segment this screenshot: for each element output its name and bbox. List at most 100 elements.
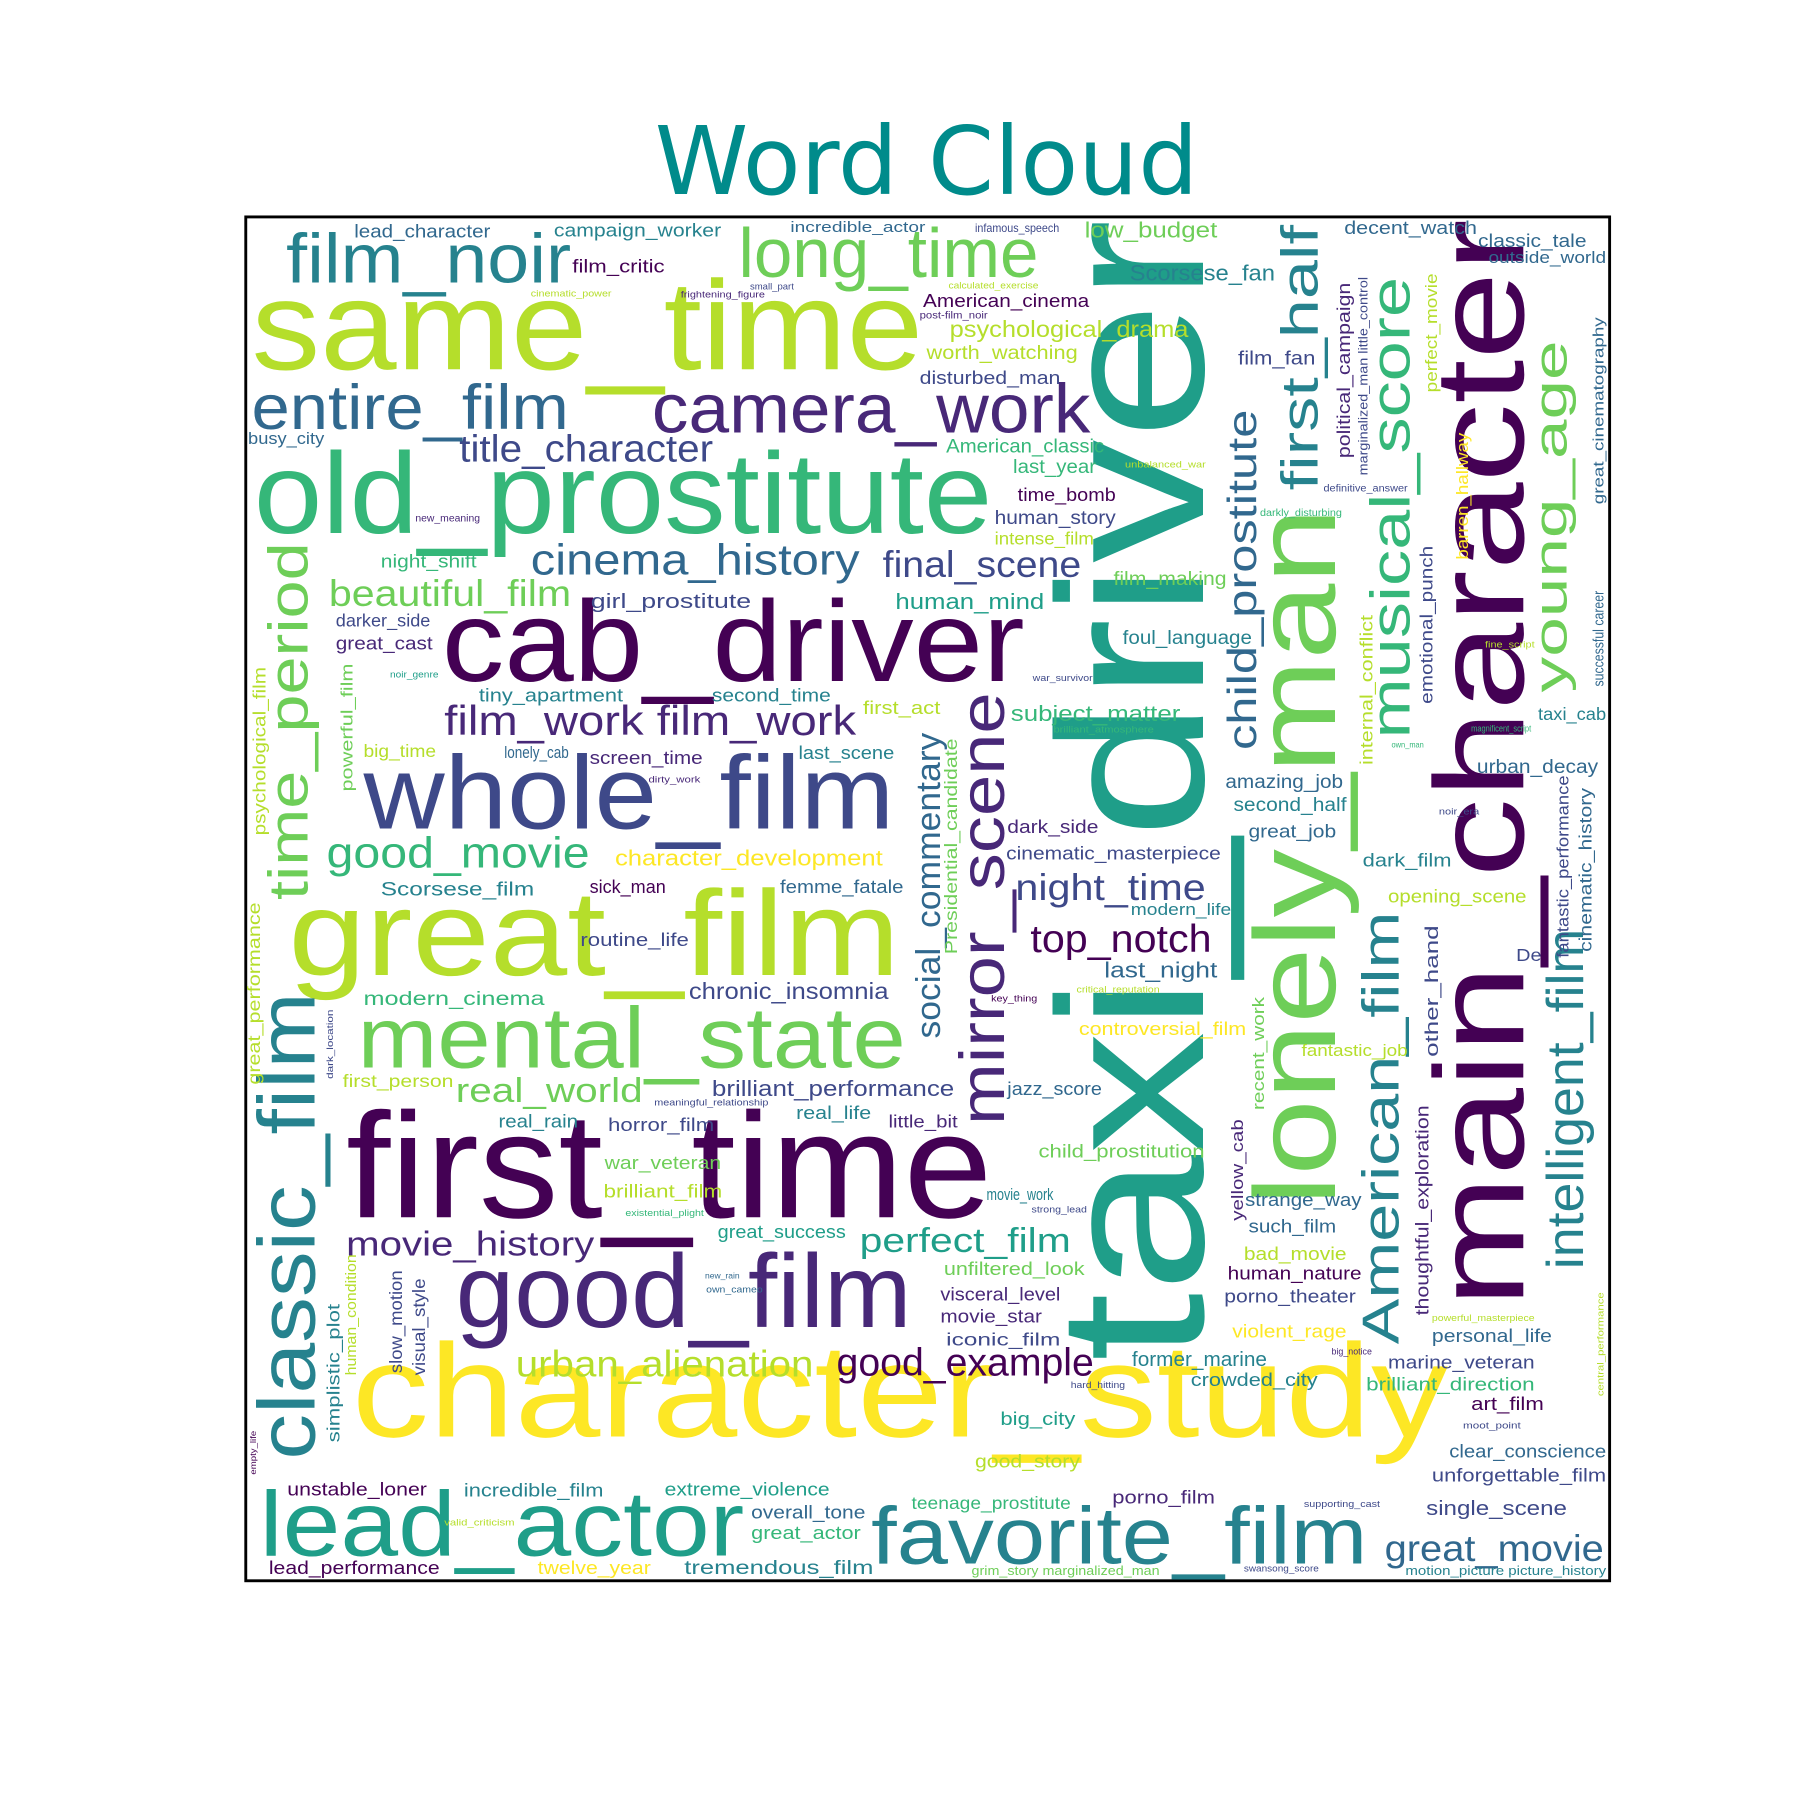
word: real_world bbox=[456, 1072, 643, 1110]
word: screen_time bbox=[590, 747, 703, 769]
word: good_story bbox=[975, 1451, 1081, 1473]
word: old_prostitute bbox=[254, 430, 992, 558]
word: teenage_prostitute bbox=[912, 1493, 1071, 1513]
word: critical_reputation bbox=[1077, 984, 1160, 994]
word: emotional_punch bbox=[1416, 546, 1436, 704]
word: lead_actor bbox=[260, 1471, 745, 1575]
word: favorite_film bbox=[871, 1491, 1367, 1581]
word: Scorsese_film bbox=[381, 878, 534, 900]
word: thoughtful_exploration bbox=[1412, 1105, 1434, 1315]
word: tremendous_film bbox=[684, 1557, 873, 1579]
word: visual_style bbox=[409, 1278, 429, 1375]
word: modern_cinema bbox=[363, 988, 544, 1010]
word: American_cinema bbox=[923, 290, 1090, 312]
word: iconic_film bbox=[946, 1329, 1060, 1349]
word: art_film bbox=[1471, 1393, 1544, 1415]
word: little_bit bbox=[888, 1111, 957, 1131]
word: extreme_violence bbox=[665, 1478, 830, 1500]
word: successful career bbox=[1590, 591, 1607, 687]
word: meaningful_relationship bbox=[654, 1097, 768, 1107]
word: cinema_history bbox=[531, 536, 860, 585]
word: new_rain bbox=[705, 1271, 740, 1280]
word: lonely_cab bbox=[504, 744, 569, 762]
word: film_noir bbox=[286, 220, 571, 298]
word: bad_movie bbox=[1244, 1243, 1347, 1265]
word: personal_life bbox=[1432, 1325, 1552, 1347]
word: title_character bbox=[459, 429, 713, 471]
word: lead_character bbox=[354, 221, 490, 243]
word: whole_film bbox=[362, 735, 894, 851]
word: worth_watching bbox=[925, 342, 1077, 364]
word: horror_film bbox=[608, 1114, 714, 1136]
word: classic_tale bbox=[1478, 230, 1586, 252]
word: great_performance bbox=[244, 902, 264, 1084]
word: time_bomb bbox=[1018, 484, 1116, 506]
word: classic_film bbox=[242, 992, 332, 1459]
cloud-frame bbox=[244, 215, 1612, 1583]
word: other_hand bbox=[1421, 925, 1443, 1057]
word: Presidential_candidate bbox=[941, 738, 961, 954]
word: brilliant_atmosphere bbox=[1053, 725, 1153, 735]
word: camera_work bbox=[652, 370, 1091, 448]
word: child_prostitute bbox=[1219, 410, 1265, 750]
word: empty_life bbox=[249, 1430, 258, 1474]
word: subject_matter bbox=[1011, 701, 1181, 726]
word: fantastic_performance bbox=[1555, 775, 1573, 957]
word: unstable_loner bbox=[287, 1478, 427, 1500]
word: lead_performance bbox=[269, 1557, 440, 1579]
word: intense_film bbox=[995, 529, 1094, 549]
word: porno_theater bbox=[1224, 1286, 1356, 1308]
word: cab_driver bbox=[442, 578, 1025, 706]
word: opening_scene bbox=[1388, 885, 1526, 907]
word: disturbed_man bbox=[920, 367, 1061, 389]
word: dirty_work bbox=[648, 774, 700, 784]
word: urban_alienation bbox=[516, 1344, 814, 1385]
chart-title: Word Cloud bbox=[655, 107, 1198, 217]
word: slow_motion bbox=[386, 1270, 406, 1373]
word: infamous_speech bbox=[975, 223, 1059, 235]
word: dark_location bbox=[325, 1010, 335, 1079]
word: outside_world bbox=[1488, 249, 1606, 267]
word: second_half bbox=[1233, 794, 1347, 816]
word: great_cast bbox=[336, 633, 433, 655]
word: movie_work bbox=[987, 1186, 1055, 1204]
word: foul_language bbox=[1123, 627, 1252, 649]
word: motion_picture picture_history bbox=[1405, 1564, 1607, 1578]
word: own_cameo bbox=[706, 1284, 763, 1294]
word: cinematic_history bbox=[1576, 788, 1596, 952]
word: decent_watch bbox=[1344, 217, 1477, 239]
word: simplistic_plot bbox=[324, 1304, 344, 1443]
word: big_notice bbox=[1332, 1347, 1372, 1357]
word: incredible_actor bbox=[790, 219, 925, 236]
word: swansong_score bbox=[1244, 1564, 1319, 1574]
word: human_condition bbox=[343, 1254, 360, 1375]
word: character_development bbox=[615, 845, 883, 870]
word: lonely_man bbox=[1232, 508, 1360, 1206]
word: busy_city bbox=[248, 430, 325, 448]
word: brilliant_film bbox=[603, 1181, 722, 1203]
word: main_character bbox=[1408, 219, 1550, 1307]
word: visceral_level bbox=[940, 1283, 1060, 1305]
word: frightening_figure bbox=[681, 290, 765, 300]
word: young_age bbox=[1525, 340, 1577, 692]
word: strong_lead bbox=[1032, 1205, 1087, 1215]
word: powerful_masterpiece bbox=[1432, 1313, 1535, 1323]
word: perfect_film bbox=[860, 1222, 1071, 1260]
word: incredible_film bbox=[464, 1480, 604, 1502]
word: film_critic bbox=[572, 255, 664, 277]
word: powerful_film bbox=[338, 663, 356, 791]
word: fantastic_job bbox=[1302, 1042, 1408, 1060]
word: human_nature bbox=[1228, 1263, 1362, 1285]
word: good_example bbox=[837, 1340, 1094, 1384]
word: taxi_driver bbox=[1016, 219, 1248, 1361]
word: key_thing bbox=[991, 994, 1037, 1004]
word: film_fan bbox=[1238, 348, 1315, 370]
word: human_story bbox=[995, 507, 1116, 529]
word: Scorsese_fan bbox=[1130, 260, 1275, 285]
word: post-film_noir bbox=[920, 310, 989, 321]
word: final_scene bbox=[883, 544, 1081, 585]
word: great_actor bbox=[751, 1522, 861, 1544]
word: fine_script bbox=[1485, 639, 1535, 649]
word: strange_way bbox=[1245, 1189, 1362, 1211]
word: small_part bbox=[750, 282, 794, 292]
